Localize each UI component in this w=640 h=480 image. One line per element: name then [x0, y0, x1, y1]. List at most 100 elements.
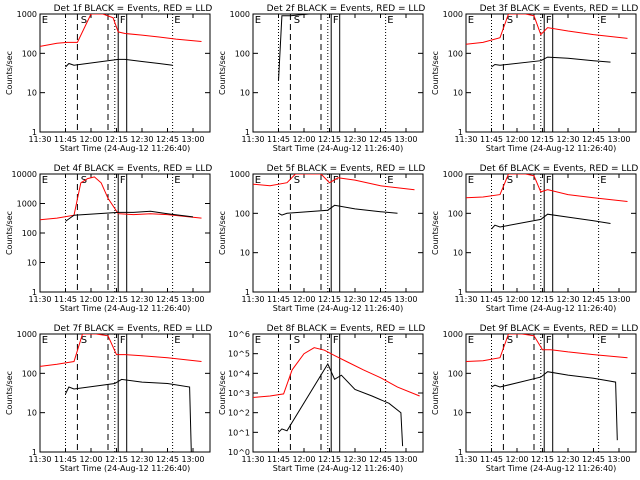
y-tick-label: 1 [32, 448, 37, 457]
y-tick-label: 100 [448, 369, 463, 378]
x-axis-label: Start Time (24-Aug-12 11:26:40) [60, 304, 191, 313]
x-tick-label: 11:45 [480, 295, 503, 304]
flag-label: E [174, 15, 180, 26]
x-tick-label: 12:30 [556, 295, 579, 304]
panel-title: Det 4f BLACK = Events, RED = LLD [54, 164, 213, 174]
y-tick-label: 1 [245, 128, 250, 137]
y-tick-label: 10 [453, 409, 463, 418]
series-line-black [65, 58, 173, 68]
y-tick-label: 1000 [17, 200, 37, 209]
x-tick-label: 11:45 [480, 455, 503, 464]
x-tick-label: 12:45 [156, 295, 179, 304]
x-tick-label: 11:30 [28, 295, 51, 304]
series-group [466, 14, 628, 68]
x-tick-label: 11:30 [454, 455, 477, 464]
x-axis-label: Start Time (24-Aug-12 11:26:40) [60, 144, 191, 153]
y-tick-label: 10 [453, 249, 463, 258]
plot-frame [252, 13, 424, 133]
y-axis-label: Counts/sec [431, 371, 440, 415]
x-tick-label: 11:45 [54, 135, 77, 144]
flag-label: S [507, 335, 513, 346]
y-tick-label: 100 [235, 49, 250, 58]
flag-label: S [507, 175, 513, 186]
series-group [40, 176, 202, 222]
x-tick-label: 13:00 [181, 455, 204, 464]
series-line-black [65, 378, 192, 452]
x-tick-label: 11:30 [28, 135, 51, 144]
panel-title: Det 3f BLACK = Events, RED = LLD [480, 4, 639, 14]
panel-title: Det 9f BLACK = Events, RED = LLD [480, 324, 639, 334]
y-tick-label: 10^1 [228, 428, 250, 437]
y-tick-label: 1 [458, 128, 463, 137]
y-tick-label: 10 [240, 249, 250, 258]
y-tick-label: 10^3 [228, 389, 250, 398]
series-line-black [278, 362, 404, 447]
x-tick-label: 12:00 [505, 135, 528, 144]
y-tick-label: 1000 [443, 170, 463, 179]
y-tick-label: 10^4 [228, 369, 250, 378]
x-axis-label: Start Time (24-Aug-12 11:26:40) [486, 304, 617, 313]
x-tick-label: 12:15 [105, 455, 128, 464]
x-axis-label: Start Time (24-Aug-12 11:26:40) [273, 464, 404, 473]
y-tick-label: 100 [22, 369, 37, 378]
y-axis-label: Counts/sec [5, 371, 14, 415]
series-line-red [253, 174, 415, 191]
y-tick-label: 10^0 [228, 448, 250, 457]
flag-label: F [333, 335, 339, 346]
x-tick-label: 12:45 [582, 295, 605, 304]
x-tick-label: 12:15 [318, 455, 341, 464]
x-axis-label: Start Time (24-Aug-12 11:26:40) [273, 304, 404, 313]
flag-label: E [468, 175, 474, 186]
x-tick-label: 12:00 [292, 135, 315, 144]
x-tick-label: 11:30 [241, 455, 264, 464]
x-tick-label: 13:00 [607, 135, 630, 144]
series-group [278, 14, 332, 81]
panel-title: Det 1f BLACK = Events, RED = LLD [54, 4, 213, 14]
y-tick-label: 10000 [12, 170, 37, 179]
plot-frame [465, 173, 637, 293]
x-tick-label: 11:30 [241, 295, 264, 304]
plot-frame [39, 173, 211, 293]
panel-title: Det 6f BLACK = Events, RED = LLD [480, 164, 639, 174]
x-tick-label: 12:00 [505, 295, 528, 304]
flag-label: E [255, 175, 261, 186]
series-group [253, 174, 415, 216]
x-tick-label: 12:45 [369, 135, 392, 144]
x-tick-label: 12:15 [318, 135, 341, 144]
flag-label: F [120, 335, 126, 346]
flag-label: F [120, 175, 126, 186]
flag-label: F [546, 335, 552, 346]
flag-label: E [174, 175, 180, 186]
y-tick-label: 10^2 [228, 409, 250, 418]
y-tick-label: 10 [27, 409, 37, 418]
x-tick-label: 12:30 [343, 135, 366, 144]
flag-label: E [42, 15, 48, 26]
x-tick-label: 11:30 [454, 295, 477, 304]
flag-label: E [255, 15, 261, 26]
y-tick-label: 1000 [443, 10, 463, 19]
plot-frame [252, 173, 424, 293]
x-tick-label: 12:45 [369, 295, 392, 304]
x-tick-label: 12:45 [582, 135, 605, 144]
flag-label: E [600, 15, 606, 26]
y-tick-label: 1000 [17, 10, 37, 19]
y-tick-label: 1 [458, 448, 463, 457]
x-tick-label: 12:00 [79, 295, 102, 304]
y-tick-label: 1000 [230, 10, 250, 19]
x-tick-label: 13:00 [394, 135, 417, 144]
y-tick-label: 10 [27, 89, 37, 98]
x-axis-label: Start Time (24-Aug-12 11:26:40) [60, 464, 191, 473]
series-group [253, 347, 420, 447]
y-tick-label: 1 [32, 128, 37, 137]
y-tick-label: 10^6 [228, 330, 250, 339]
y-tick-label: 100 [448, 49, 463, 58]
y-axis-label: Counts/sec [5, 211, 14, 255]
x-tick-label: 12:30 [130, 135, 153, 144]
series-group [466, 174, 628, 230]
